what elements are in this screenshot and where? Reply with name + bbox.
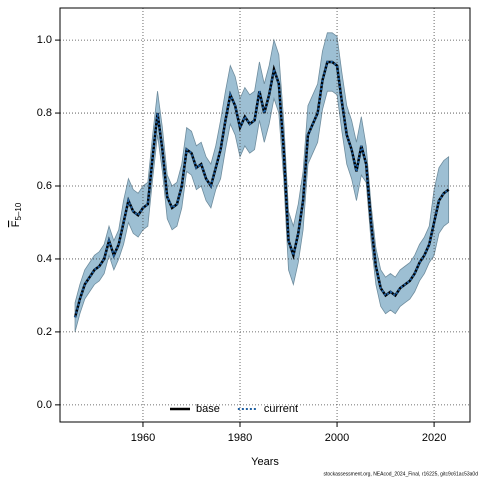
series-line [73, 60, 450, 318]
y-label-main: F [10, 220, 22, 227]
x-tick-label: 1960 [131, 432, 155, 444]
x-tick-label: 2000 [325, 432, 349, 444]
x-tick-label: 2020 [422, 432, 446, 444]
y-tick-label: 0.8 [37, 107, 52, 119]
y-tick-label: 1.0 [37, 34, 52, 46]
legend-label: base [196, 403, 220, 415]
y-label-sub: 5–10 [14, 202, 23, 220]
x-tick-label: 1980 [228, 432, 252, 444]
y-tick-label: 0.0 [37, 399, 52, 411]
footnote: stockassessment.org, NEAcod_2024_Final, … [323, 471, 478, 477]
y-tick-label: 0.6 [37, 180, 52, 192]
y-tick-label: 0.2 [37, 326, 52, 338]
confidence-band [74, 32, 450, 333]
y-tick-label: 0.4 [37, 253, 52, 265]
x-axis-label: Years [251, 456, 279, 468]
legend-label: current [264, 403, 298, 415]
y-axis-label: F5–10 [10, 202, 23, 227]
plot-frame [59, 7, 471, 423]
